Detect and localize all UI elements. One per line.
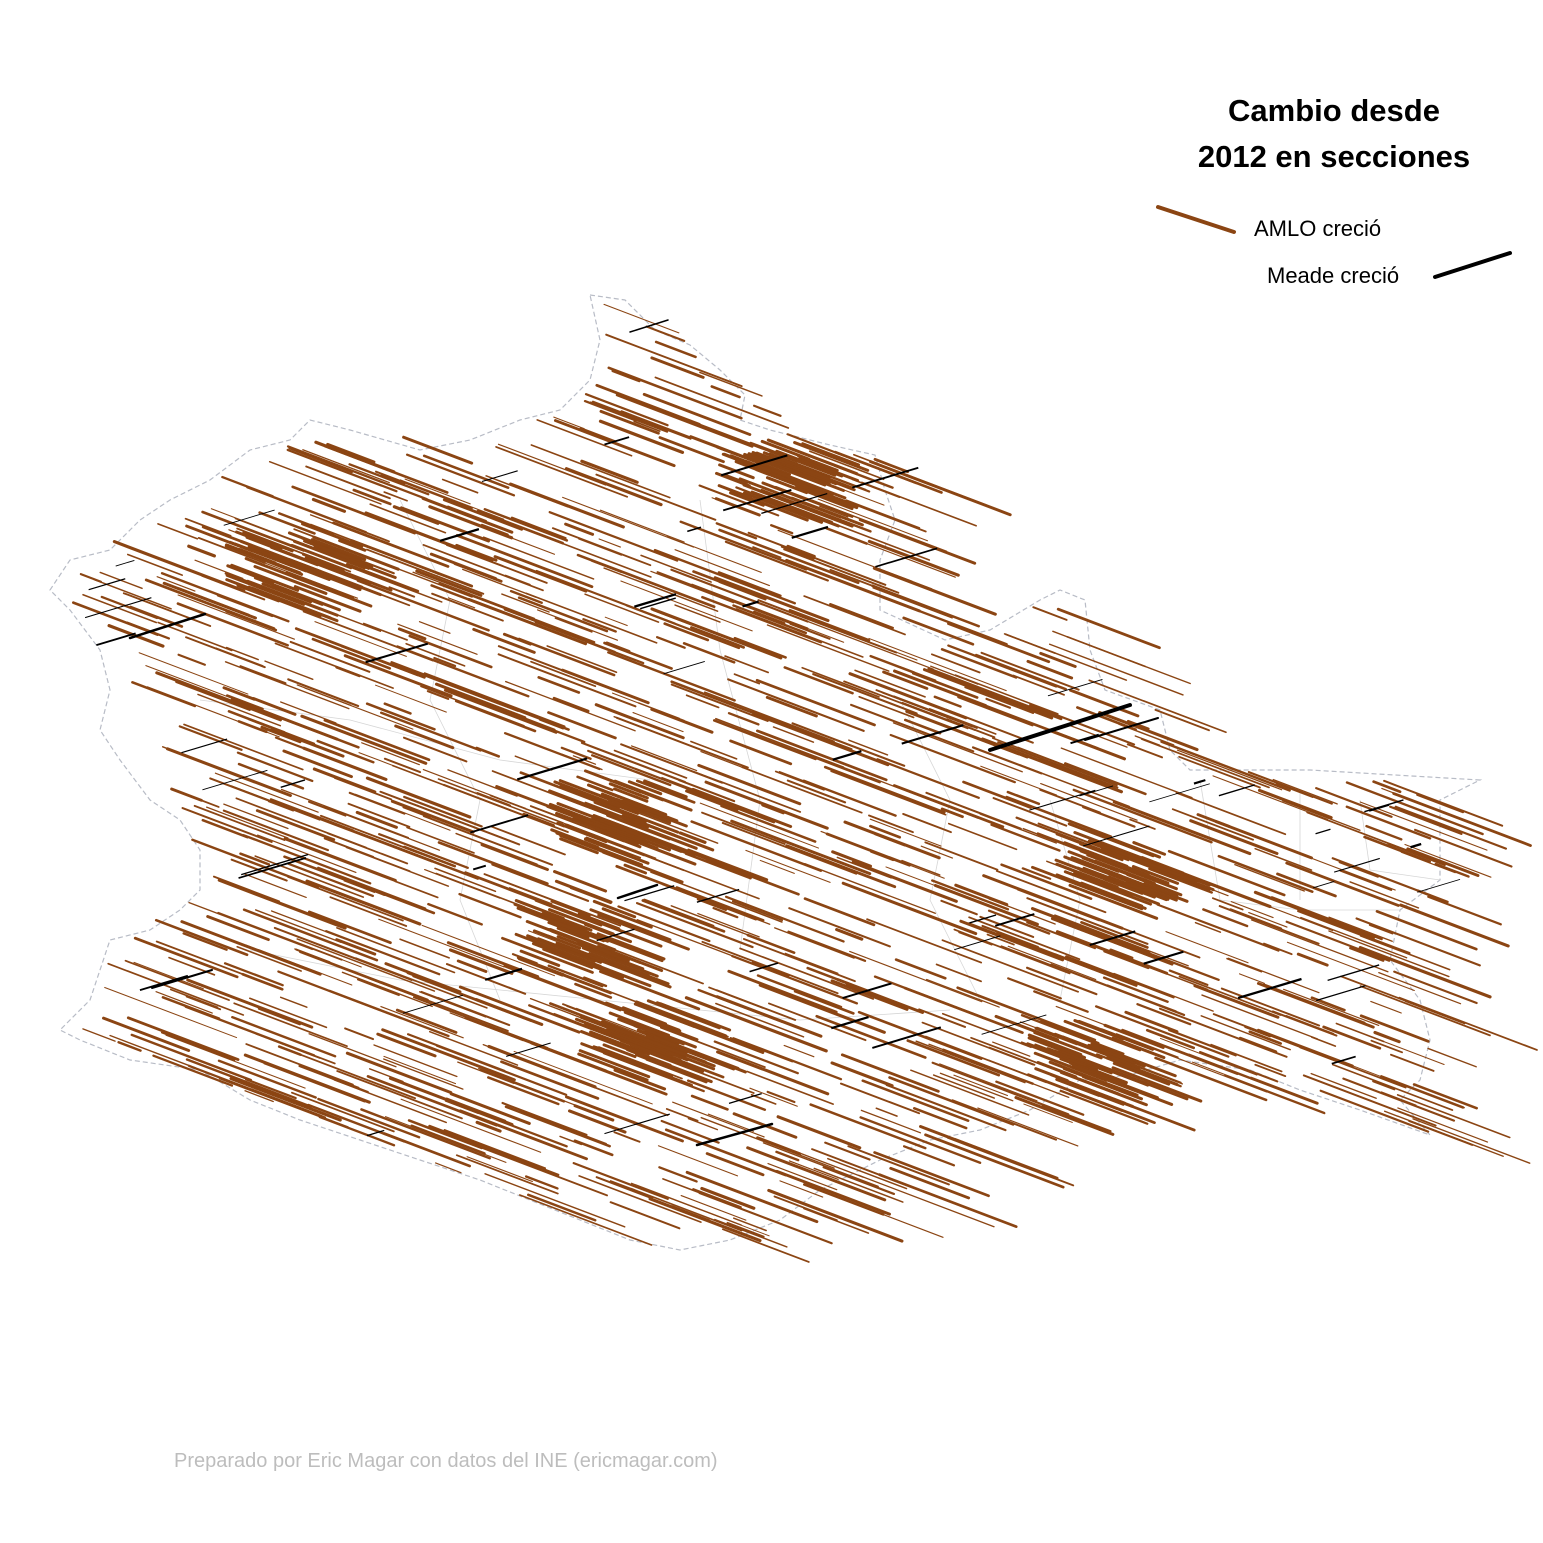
amlo-arrows bbox=[71, 303, 1538, 1263]
map-title: Cambio desde 2012 en secciones bbox=[1174, 88, 1494, 180]
map-title-line1: Cambio desde bbox=[1228, 93, 1440, 128]
state-outline bbox=[49, 294, 1483, 1251]
legend-meade-label: Meade creció bbox=[1267, 263, 1400, 288]
legend-amlo-label: AMLO creció bbox=[1254, 216, 1382, 241]
legend-meade-swatch bbox=[1433, 251, 1512, 279]
meade-arrows bbox=[84, 319, 1461, 1147]
map-title-line2: 2012 en secciones bbox=[1197, 139, 1471, 174]
credit-text: Preparado por Eric Magar con datos del I… bbox=[174, 1450, 718, 1472]
legend-amlo-swatch bbox=[1156, 205, 1236, 234]
